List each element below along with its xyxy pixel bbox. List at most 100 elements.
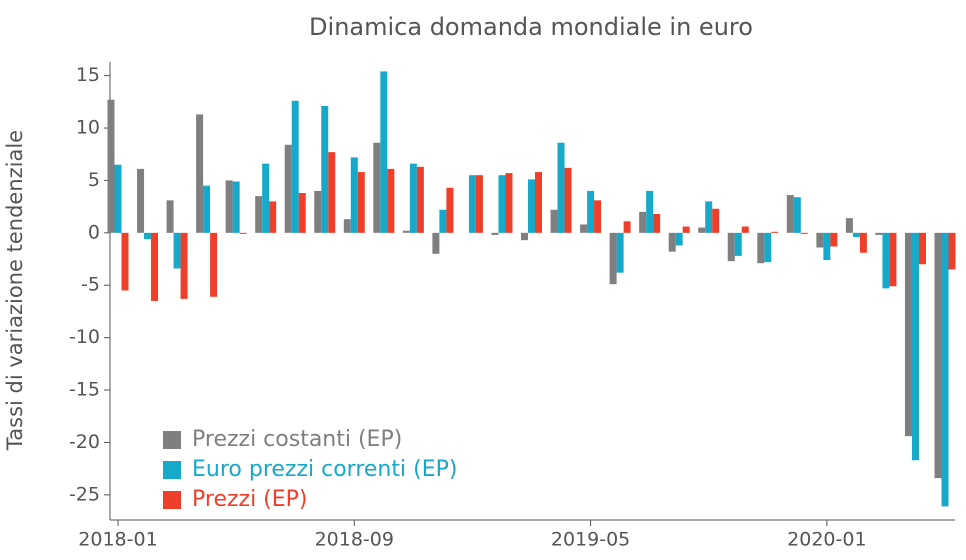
bar (291, 100, 299, 233)
bar (675, 232, 683, 246)
bar (852, 232, 860, 238)
bar (409, 163, 417, 233)
bar (771, 231, 779, 233)
bar (203, 185, 211, 233)
bar (557, 142, 565, 233)
bar (210, 232, 218, 297)
bar (446, 187, 454, 233)
legend-swatch (163, 431, 181, 449)
bar (609, 232, 617, 285)
bar (166, 200, 174, 233)
bar (845, 218, 853, 233)
bar (668, 232, 676, 252)
y-tick-label: -20 (69, 431, 100, 453)
bar (498, 175, 506, 233)
bar (255, 196, 263, 233)
bar (830, 232, 838, 247)
y-tick-label: -15 (69, 379, 100, 401)
x-tick-label: 2019-05 (551, 529, 630, 551)
bar (107, 99, 115, 233)
bar (734, 232, 742, 256)
bar (357, 172, 365, 233)
bar (705, 201, 713, 233)
bar (121, 232, 129, 291)
legend-label: Euro prezzi correnti (EP) (192, 457, 457, 482)
bar (314, 190, 322, 233)
legend-swatch (163, 461, 181, 479)
x-tick-label: 2020-01 (787, 529, 866, 551)
bar (859, 232, 867, 253)
legend-label: Prezzi (EP) (192, 487, 308, 512)
y-tick-label: -5 (81, 274, 100, 296)
y-tick-label: -10 (69, 326, 100, 348)
bar (800, 232, 808, 234)
bar (948, 232, 956, 270)
bar (934, 232, 942, 479)
bar (521, 232, 528, 241)
y-tick-label: -25 (69, 483, 100, 505)
bar (727, 232, 735, 262)
bar (816, 232, 824, 248)
bar (505, 173, 513, 233)
bar (875, 232, 883, 235)
bar (239, 232, 247, 234)
bar (343, 219, 351, 233)
x-tick-label: 2018-09 (315, 529, 394, 551)
bar (416, 166, 424, 233)
bar (623, 221, 631, 233)
bar (911, 232, 919, 461)
bar (328, 152, 336, 233)
bar (137, 168, 145, 233)
bar (284, 144, 292, 233)
y-tick-label: 10 (76, 117, 100, 139)
y-tick-label: 15 (76, 64, 100, 86)
bar (387, 168, 395, 233)
bar (889, 232, 897, 287)
bar (580, 224, 588, 233)
bar (793, 197, 801, 233)
bar (432, 232, 440, 254)
bar (682, 226, 690, 233)
bar (350, 157, 358, 233)
bar (151, 232, 159, 301)
bar (373, 142, 381, 233)
bar (475, 175, 483, 233)
bar (269, 201, 277, 233)
bar (757, 232, 765, 264)
bar (232, 181, 240, 233)
bar (918, 232, 926, 265)
bar (528, 179, 535, 233)
bar (587, 190, 595, 233)
bar (550, 209, 558, 233)
bar (698, 227, 706, 233)
bar (564, 167, 572, 233)
bar (173, 232, 181, 269)
bar (653, 213, 661, 233)
bar (114, 164, 122, 233)
bar (196, 114, 204, 233)
bar (262, 163, 270, 233)
bar (298, 193, 306, 233)
y-axis-title: Tassi di variazione tendenziale (3, 130, 27, 451)
bar (402, 230, 410, 233)
y-tick-label: 5 (88, 169, 100, 191)
y-tick-label: 0 (88, 221, 100, 243)
bar (491, 232, 499, 235)
bar (823, 232, 831, 261)
bar (380, 71, 388, 233)
bar (144, 232, 152, 240)
x-tick-label: 2018-01 (78, 529, 157, 551)
bar (712, 208, 720, 233)
bar (225, 180, 233, 233)
chart-title: Dinamica domanda mondiale in euro (309, 13, 753, 41)
legend-label: Prezzi costanti (EP) (192, 427, 402, 452)
bar (941, 232, 949, 507)
bar (180, 232, 188, 299)
bar (535, 172, 542, 233)
bar (646, 190, 654, 233)
bar (786, 195, 794, 233)
bar (882, 232, 890, 289)
bar (616, 232, 624, 273)
bar (764, 232, 772, 263)
